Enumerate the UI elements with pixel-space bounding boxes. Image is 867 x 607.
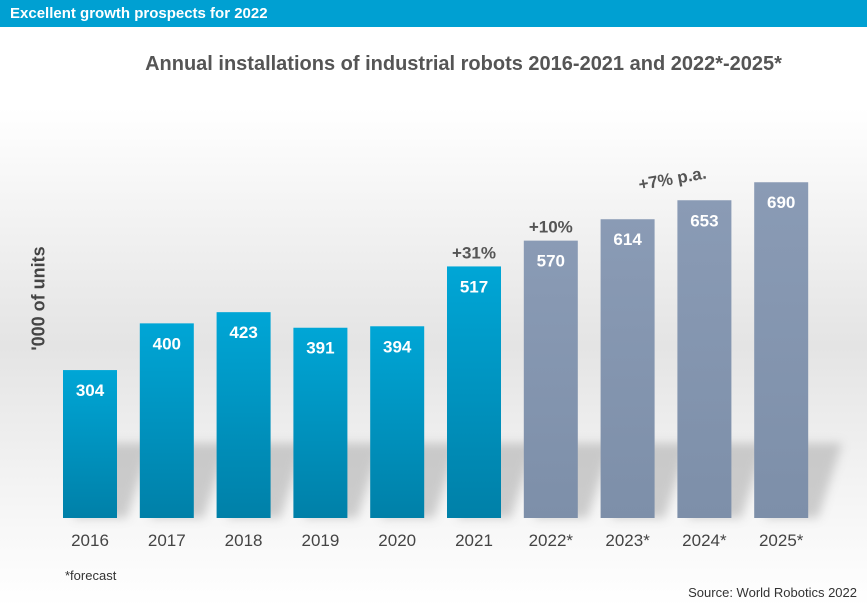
- bar-2023-forecast: [600, 219, 655, 518]
- bar-value-label: 517: [460, 277, 488, 296]
- bar-value-label: 394: [383, 337, 412, 356]
- x-tick-label: 2020: [378, 531, 416, 550]
- forecast-footnote: *forecast: [65, 568, 117, 583]
- bar-value-label: 653: [690, 211, 718, 230]
- bar-2024-forecast: [677, 200, 732, 519]
- bar-value-label: 400: [153, 334, 181, 353]
- growth-annotation: +31%: [452, 243, 496, 262]
- growth-annotation: +10%: [529, 218, 573, 237]
- bar-value-label: 423: [229, 323, 257, 342]
- bar-value-label: 570: [537, 252, 565, 271]
- bar-2020: [370, 326, 425, 518]
- growth-annotation: +7% p.a.: [637, 164, 708, 195]
- bar-2016: [63, 370, 117, 518]
- bar-value-label: 690: [767, 193, 795, 212]
- x-tick-label: 2024*: [682, 531, 727, 550]
- bar-value-label: 391: [306, 339, 334, 358]
- x-tick-label: 2018: [225, 531, 263, 550]
- source-note: Source: World Robotics 2022: [688, 585, 857, 600]
- chart-title: Annual installations of industrial robot…: [145, 53, 782, 75]
- slide-header: Excellent growth prospects for 2022: [0, 0, 867, 27]
- x-tick-label: 2022*: [529, 531, 574, 550]
- x-tick-label: 2023*: [605, 531, 650, 550]
- x-tick-label: 2021: [455, 531, 493, 550]
- bar-value-label: 614: [613, 230, 642, 249]
- x-tick-label: 2016: [71, 531, 109, 550]
- bar-2025-forecast: [754, 182, 809, 518]
- x-tick-label: 2019: [301, 531, 339, 550]
- bar-2017: [139, 323, 194, 518]
- x-tick-label: 2017: [148, 531, 186, 550]
- bar-value-label: 304: [76, 381, 105, 400]
- bar-2018: [216, 312, 271, 518]
- bar-2022-forecast: [523, 240, 578, 518]
- bar-2019: [293, 327, 348, 518]
- bar-2021: [447, 266, 501, 518]
- x-tick-label: 2025*: [759, 531, 804, 550]
